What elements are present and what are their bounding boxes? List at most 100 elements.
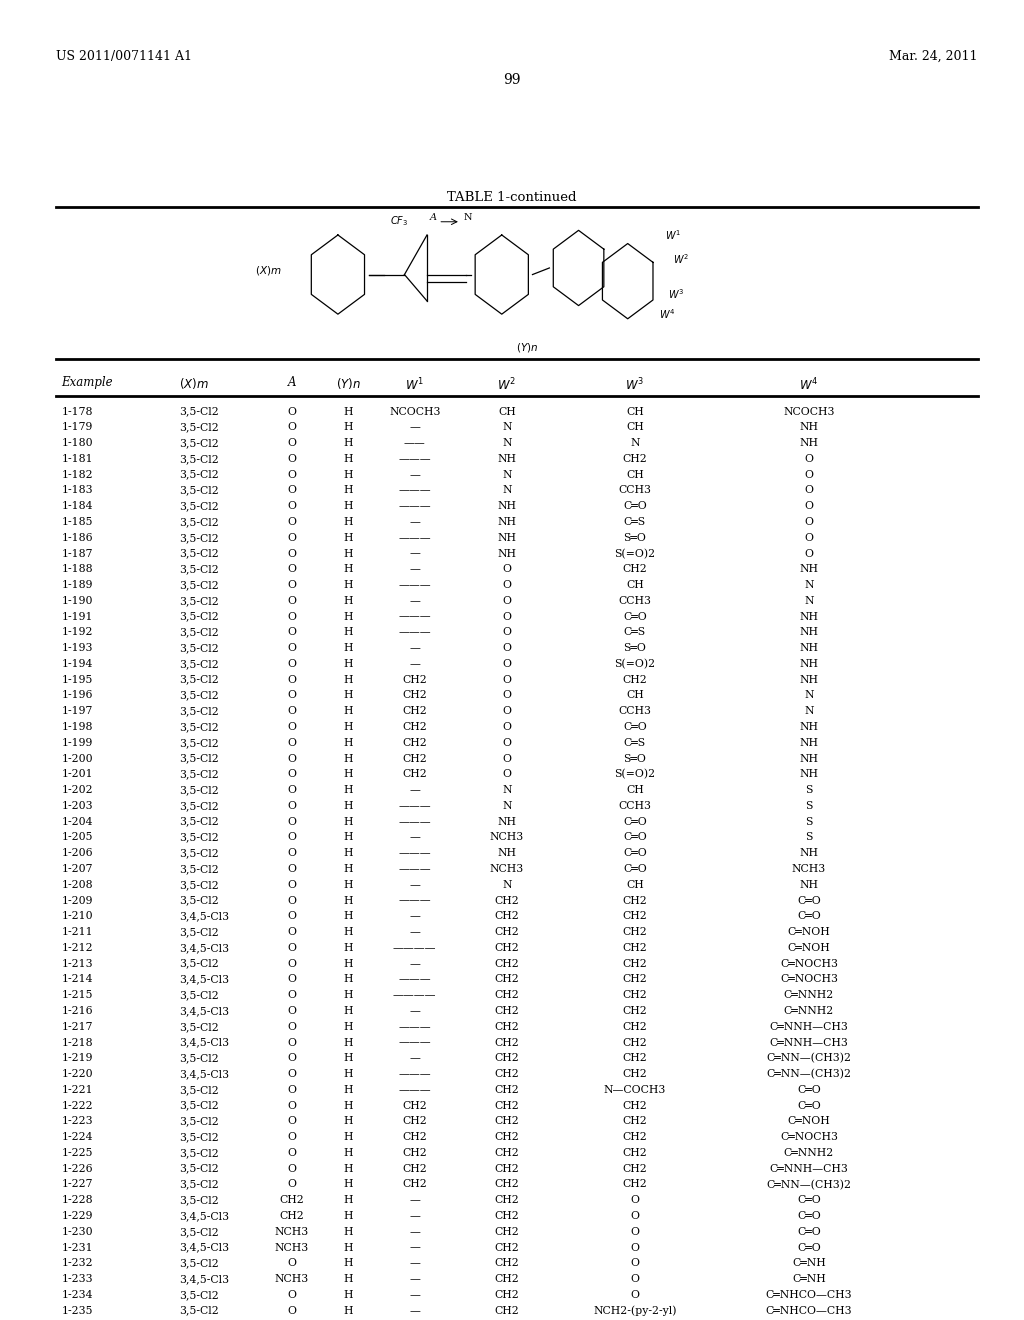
Text: —: — bbox=[410, 517, 420, 527]
Text: O: O bbox=[288, 470, 296, 479]
Text: O: O bbox=[503, 754, 511, 763]
Text: O: O bbox=[503, 738, 511, 748]
Text: C═O: C═O bbox=[797, 1242, 821, 1253]
Text: NH: NH bbox=[498, 454, 516, 463]
Text: H: H bbox=[343, 659, 353, 669]
Text: O: O bbox=[288, 990, 296, 1001]
Text: 1-206: 1-206 bbox=[61, 849, 93, 858]
Text: O: O bbox=[503, 675, 511, 685]
Text: 3,5-Cl2: 3,5-Cl2 bbox=[179, 470, 219, 479]
Text: —: — bbox=[410, 1006, 420, 1016]
Text: H: H bbox=[343, 690, 353, 701]
Text: CH2: CH2 bbox=[623, 1038, 647, 1048]
Text: NH: NH bbox=[800, 565, 818, 574]
Text: H: H bbox=[343, 579, 353, 590]
Text: CH2: CH2 bbox=[623, 911, 647, 921]
Text: O: O bbox=[288, 738, 296, 748]
Text: O: O bbox=[503, 690, 511, 701]
Text: C═O: C═O bbox=[797, 1210, 821, 1221]
Text: NH: NH bbox=[800, 675, 818, 685]
Text: CH2: CH2 bbox=[623, 927, 647, 937]
Text: 3,5-Cl2: 3,5-Cl2 bbox=[179, 833, 219, 842]
Text: H: H bbox=[343, 517, 353, 527]
Text: ——: —— bbox=[403, 438, 426, 447]
Text: H: H bbox=[343, 438, 353, 447]
Text: 1-205: 1-205 bbox=[61, 833, 93, 842]
Text: —: — bbox=[410, 422, 420, 433]
Text: 1-223: 1-223 bbox=[61, 1117, 93, 1126]
Text: NH: NH bbox=[800, 627, 818, 638]
Text: 3,5-Cl2: 3,5-Cl2 bbox=[179, 1258, 219, 1269]
Text: O: O bbox=[805, 549, 813, 558]
Text: N: N bbox=[502, 785, 512, 795]
Text: CCH3: CCH3 bbox=[618, 801, 651, 810]
Text: O: O bbox=[288, 706, 296, 717]
Text: H: H bbox=[343, 849, 353, 858]
Text: O: O bbox=[805, 486, 813, 495]
Text: CH2: CH2 bbox=[623, 675, 647, 685]
Text: 1-227: 1-227 bbox=[61, 1180, 93, 1189]
Text: CH2: CH2 bbox=[623, 895, 647, 906]
Text: S═O: S═O bbox=[624, 754, 646, 763]
Text: C═O: C═O bbox=[623, 849, 647, 858]
Text: H: H bbox=[343, 706, 353, 717]
Text: H: H bbox=[343, 738, 353, 748]
Text: C═NHCO—CH3: C═NHCO—CH3 bbox=[766, 1290, 852, 1300]
Text: 3,5-Cl2: 3,5-Cl2 bbox=[179, 1290, 219, 1300]
Text: CH2: CH2 bbox=[495, 1164, 519, 1173]
Text: CH2: CH2 bbox=[623, 1006, 647, 1016]
Text: 3,5-Cl2: 3,5-Cl2 bbox=[179, 1085, 219, 1094]
Text: O: O bbox=[805, 470, 813, 479]
Text: O: O bbox=[288, 422, 296, 433]
Text: O: O bbox=[288, 865, 296, 874]
Text: C═NNH—CH3: C═NNH—CH3 bbox=[769, 1164, 849, 1173]
Text: —: — bbox=[410, 1210, 420, 1221]
Text: 3,5-Cl2: 3,5-Cl2 bbox=[179, 880, 219, 890]
Text: N: N bbox=[502, 438, 512, 447]
Text: 3,5-Cl2: 3,5-Cl2 bbox=[179, 407, 219, 417]
Text: —: — bbox=[410, 1290, 420, 1300]
Text: CH2: CH2 bbox=[402, 706, 427, 717]
Text: O: O bbox=[503, 722, 511, 733]
Text: ———: ——— bbox=[398, 486, 431, 495]
Text: $(Y)n$: $(Y)n$ bbox=[516, 341, 539, 354]
Text: NH: NH bbox=[498, 549, 516, 558]
Text: C═NN—(CH3)2: C═NN—(CH3)2 bbox=[766, 1180, 852, 1189]
Text: O: O bbox=[288, 1053, 296, 1064]
Text: NH: NH bbox=[800, 738, 818, 748]
Text: $W^3$: $W^3$ bbox=[626, 376, 644, 393]
Text: $W^4$: $W^4$ bbox=[800, 376, 818, 393]
Text: 1-202: 1-202 bbox=[61, 785, 93, 795]
Text: 3,4,5-Cl3: 3,4,5-Cl3 bbox=[179, 1006, 229, 1016]
Text: H: H bbox=[343, 1022, 353, 1032]
Text: O: O bbox=[288, 1069, 296, 1078]
Text: CH: CH bbox=[626, 422, 644, 433]
Text: NCH3: NCH3 bbox=[489, 865, 524, 874]
Text: O: O bbox=[288, 627, 296, 638]
Text: 3,5-Cl2: 3,5-Cl2 bbox=[179, 549, 219, 558]
Text: H: H bbox=[343, 1305, 353, 1316]
Text: H: H bbox=[343, 1133, 353, 1142]
Text: H: H bbox=[343, 675, 353, 685]
Text: 1-211: 1-211 bbox=[61, 927, 93, 937]
Text: 1-220: 1-220 bbox=[61, 1069, 93, 1078]
Text: H: H bbox=[343, 974, 353, 985]
Text: $(X)m$: $(X)m$ bbox=[255, 264, 282, 277]
Text: $CF_3$: $CF_3$ bbox=[390, 215, 409, 228]
Text: H: H bbox=[343, 1085, 353, 1094]
Text: H: H bbox=[343, 785, 353, 795]
Text: C═NN—(CH3)2: C═NN—(CH3)2 bbox=[766, 1053, 852, 1064]
Text: C═S: C═S bbox=[624, 738, 646, 748]
Text: O: O bbox=[288, 895, 296, 906]
Text: O: O bbox=[503, 611, 511, 622]
Text: O: O bbox=[288, 974, 296, 985]
Text: 3,5-Cl2: 3,5-Cl2 bbox=[179, 533, 219, 543]
Text: 3,5-Cl2: 3,5-Cl2 bbox=[179, 643, 219, 653]
Text: NCH3: NCH3 bbox=[274, 1274, 309, 1284]
Text: 1-234: 1-234 bbox=[61, 1290, 93, 1300]
Text: 1-203: 1-203 bbox=[61, 801, 93, 810]
Text: —: — bbox=[410, 595, 420, 606]
Text: O: O bbox=[288, 579, 296, 590]
Text: 3,5-Cl2: 3,5-Cl2 bbox=[179, 754, 219, 763]
Text: —: — bbox=[410, 911, 420, 921]
